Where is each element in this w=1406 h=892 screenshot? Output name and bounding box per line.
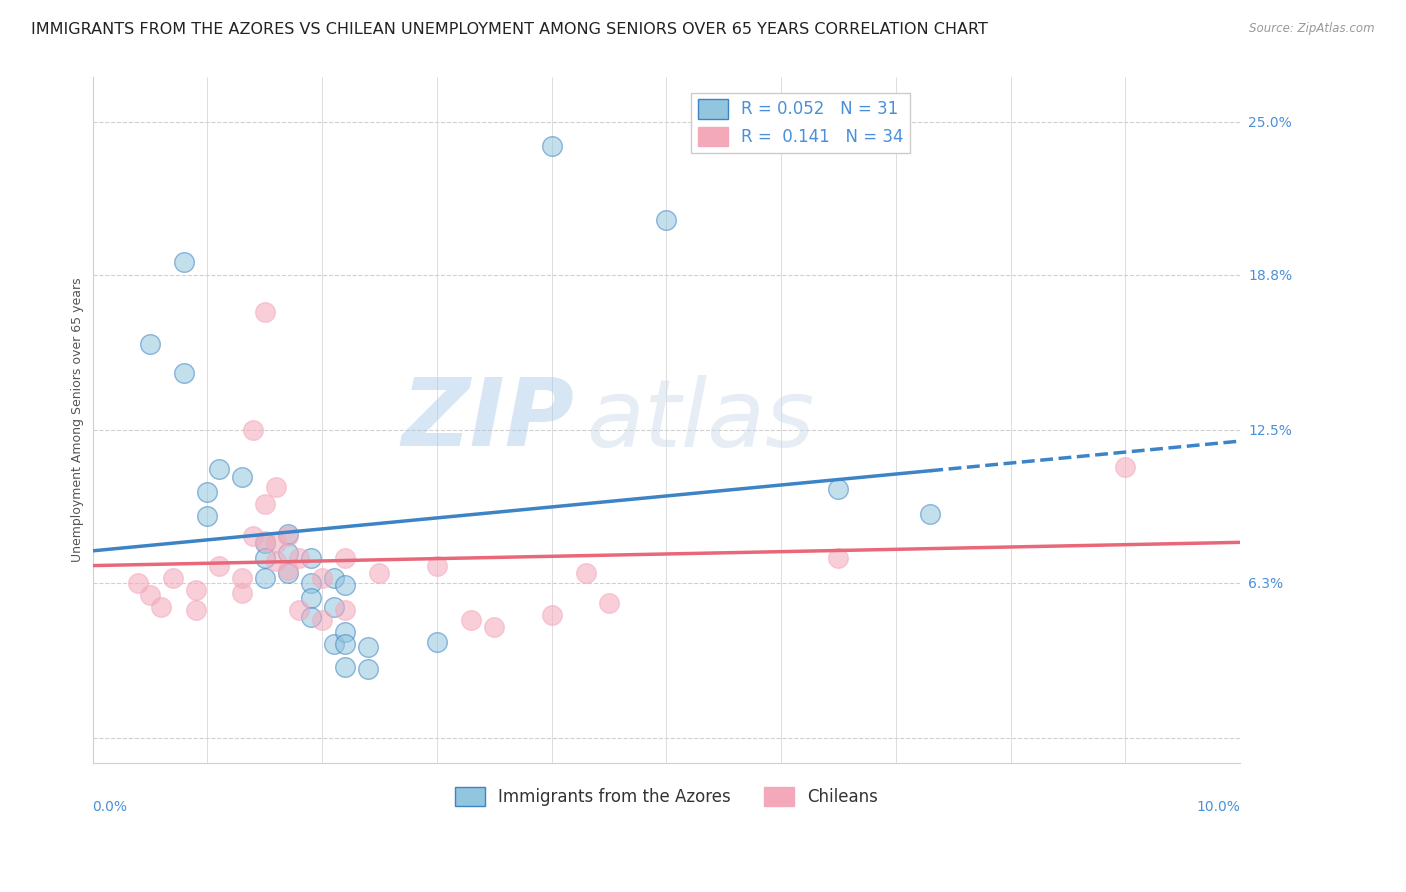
Point <box>264 536 287 550</box>
Point <box>920 507 942 521</box>
Point <box>195 509 218 524</box>
Point <box>231 470 253 484</box>
Point <box>277 566 299 580</box>
Point <box>333 603 356 617</box>
Point <box>333 551 356 566</box>
Point <box>231 571 253 585</box>
Point <box>540 139 562 153</box>
Point <box>139 588 162 602</box>
Point <box>575 566 598 580</box>
Text: 10.0%: 10.0% <box>1197 800 1240 814</box>
Point <box>150 600 173 615</box>
Point <box>357 662 380 676</box>
Point <box>173 255 195 269</box>
Point <box>277 546 299 560</box>
Point <box>277 564 299 578</box>
Point <box>242 423 264 437</box>
Point <box>299 551 322 566</box>
Point <box>208 558 231 573</box>
Point <box>426 635 449 649</box>
Point <box>127 575 149 590</box>
Point <box>253 551 276 566</box>
Point <box>311 613 333 627</box>
Text: ZIP: ZIP <box>402 374 575 467</box>
Point <box>357 640 380 654</box>
Point <box>253 536 276 550</box>
Point <box>253 304 276 318</box>
Point <box>139 336 162 351</box>
Point <box>655 213 678 227</box>
Point <box>195 484 218 499</box>
Point <box>598 595 620 609</box>
Point <box>827 551 849 566</box>
Legend: Immigrants from the Azores, Chileans: Immigrants from the Azores, Chileans <box>449 780 884 813</box>
Point <box>242 529 264 543</box>
Point <box>322 637 344 651</box>
Point <box>426 558 449 573</box>
Point <box>253 497 276 511</box>
Point <box>299 575 322 590</box>
Point <box>173 366 195 380</box>
Point <box>277 529 299 543</box>
Point <box>253 533 276 548</box>
Y-axis label: Unemployment Among Seniors over 65 years: Unemployment Among Seniors over 65 years <box>72 277 84 563</box>
Point <box>231 585 253 599</box>
Point <box>311 571 333 585</box>
Point <box>333 637 356 651</box>
Point <box>333 659 356 673</box>
Point <box>322 571 344 585</box>
Text: IMMIGRANTS FROM THE AZORES VS CHILEAN UNEMPLOYMENT AMONG SENIORS OVER 65 YEARS C: IMMIGRANTS FROM THE AZORES VS CHILEAN UN… <box>31 22 988 37</box>
Point <box>368 566 391 580</box>
Point <box>288 551 311 566</box>
Point <box>184 603 207 617</box>
Point <box>277 526 299 541</box>
Point <box>540 607 562 622</box>
Text: atlas: atlas <box>586 375 814 466</box>
Point <box>253 571 276 585</box>
Point <box>333 625 356 640</box>
Point <box>484 620 506 634</box>
Point <box>827 482 849 496</box>
Point <box>460 613 482 627</box>
Point <box>288 603 311 617</box>
Point <box>299 610 322 624</box>
Point <box>264 554 287 568</box>
Point <box>333 578 356 592</box>
Point <box>322 600 344 615</box>
Point <box>208 462 231 476</box>
Text: Source: ZipAtlas.com: Source: ZipAtlas.com <box>1250 22 1375 36</box>
Point <box>299 591 322 605</box>
Point <box>264 480 287 494</box>
Point <box>184 583 207 598</box>
Point <box>162 571 184 585</box>
Point <box>1114 459 1136 474</box>
Text: 0.0%: 0.0% <box>93 800 128 814</box>
